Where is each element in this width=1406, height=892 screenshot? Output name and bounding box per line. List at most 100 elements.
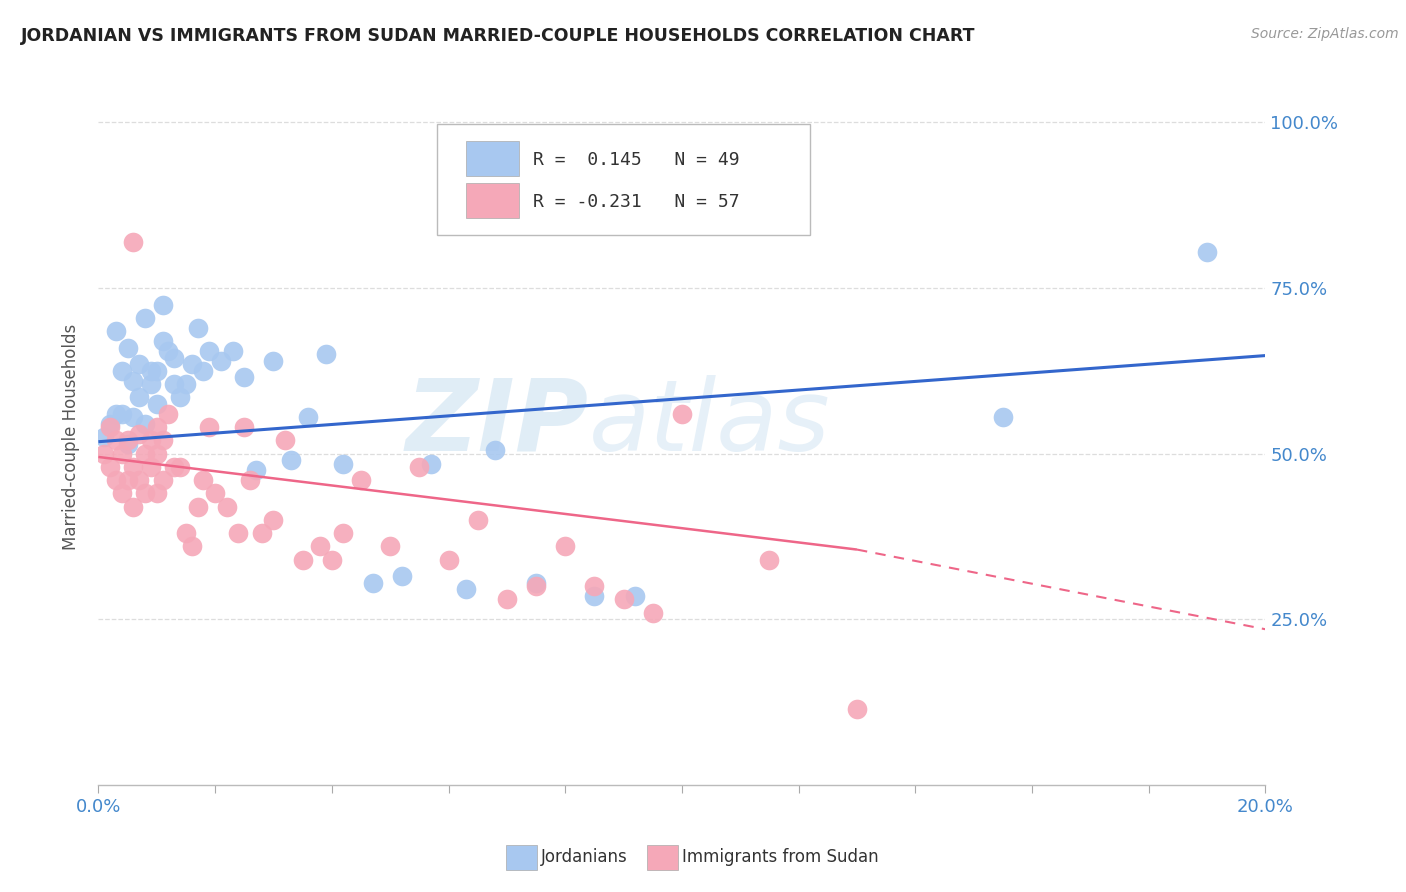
Point bbox=[139, 434, 162, 448]
Point bbox=[291, 552, 314, 566]
Point bbox=[146, 447, 169, 461]
Point bbox=[233, 420, 256, 434]
Point bbox=[163, 377, 186, 392]
Point bbox=[204, 486, 226, 500]
Point bbox=[262, 354, 284, 368]
Point bbox=[152, 434, 174, 448]
Text: Immigrants from Sudan: Immigrants from Sudan bbox=[682, 848, 879, 866]
Point bbox=[1195, 244, 1218, 259]
Point bbox=[846, 702, 869, 716]
Point bbox=[134, 417, 156, 431]
Point bbox=[104, 434, 127, 448]
Point bbox=[309, 540, 332, 554]
Point bbox=[174, 526, 197, 541]
Point bbox=[524, 579, 547, 593]
Point bbox=[98, 417, 121, 431]
Point bbox=[187, 500, 209, 514]
Point bbox=[245, 463, 267, 477]
Point bbox=[122, 235, 145, 249]
Point bbox=[758, 552, 780, 566]
Point bbox=[104, 407, 127, 421]
Point bbox=[117, 473, 139, 487]
Point bbox=[146, 397, 169, 411]
Point bbox=[554, 540, 576, 554]
Point bbox=[209, 354, 232, 368]
Point bbox=[146, 420, 169, 434]
Point bbox=[671, 407, 693, 421]
Point bbox=[122, 374, 145, 388]
Point bbox=[134, 486, 156, 500]
Point bbox=[117, 434, 139, 448]
Point bbox=[524, 575, 547, 590]
Point bbox=[187, 320, 209, 334]
Point bbox=[128, 390, 150, 404]
Point bbox=[484, 443, 506, 458]
Point bbox=[104, 324, 127, 338]
Point bbox=[134, 310, 156, 325]
Point bbox=[93, 447, 115, 461]
Point bbox=[233, 370, 256, 384]
Point bbox=[111, 407, 134, 421]
Point bbox=[146, 364, 169, 378]
Point bbox=[122, 500, 145, 514]
Point bbox=[93, 430, 115, 444]
Point bbox=[215, 500, 238, 514]
Point bbox=[437, 552, 460, 566]
Point bbox=[380, 540, 402, 554]
Point bbox=[198, 343, 221, 358]
Point bbox=[391, 569, 413, 583]
Point bbox=[454, 582, 477, 597]
Point bbox=[139, 377, 162, 392]
Point bbox=[420, 457, 443, 471]
Point bbox=[117, 436, 139, 450]
Text: Jordanians: Jordanians bbox=[541, 848, 628, 866]
Point bbox=[152, 473, 174, 487]
Point bbox=[128, 357, 150, 371]
Text: ZIP: ZIP bbox=[405, 375, 589, 472]
Point bbox=[193, 364, 215, 378]
Point bbox=[163, 459, 186, 474]
Point bbox=[991, 410, 1014, 425]
Point bbox=[180, 540, 202, 554]
Point bbox=[262, 513, 284, 527]
Y-axis label: Married-couple Households: Married-couple Households bbox=[62, 324, 80, 550]
Point bbox=[111, 364, 134, 378]
Point bbox=[408, 459, 430, 474]
Text: JORDANIAN VS IMMIGRANTS FROM SUDAN MARRIED-COUPLE HOUSEHOLDS CORRELATION CHART: JORDANIAN VS IMMIGRANTS FROM SUDAN MARRI… bbox=[21, 27, 976, 45]
Point bbox=[169, 390, 191, 404]
Point bbox=[612, 592, 634, 607]
Point bbox=[496, 592, 519, 607]
Point bbox=[297, 410, 319, 425]
Point bbox=[180, 357, 202, 371]
Point bbox=[122, 459, 145, 474]
Point bbox=[139, 364, 162, 378]
Point bbox=[332, 457, 354, 471]
FancyBboxPatch shape bbox=[437, 124, 810, 235]
Point bbox=[193, 473, 215, 487]
Point bbox=[250, 526, 273, 541]
Point bbox=[239, 473, 262, 487]
Text: R =  0.145   N = 49: R = 0.145 N = 49 bbox=[533, 151, 740, 169]
Point bbox=[128, 473, 150, 487]
Point bbox=[117, 341, 139, 355]
Point bbox=[122, 410, 145, 425]
Point bbox=[280, 453, 302, 467]
Point bbox=[104, 473, 127, 487]
Point bbox=[139, 459, 162, 474]
Point bbox=[128, 426, 150, 441]
Point bbox=[315, 347, 337, 361]
Point bbox=[134, 447, 156, 461]
FancyBboxPatch shape bbox=[465, 183, 519, 218]
Point bbox=[228, 526, 250, 541]
Point bbox=[321, 552, 343, 566]
Point bbox=[583, 579, 606, 593]
Point bbox=[274, 434, 297, 448]
Point bbox=[659, 192, 682, 206]
Point bbox=[174, 377, 197, 392]
Point bbox=[146, 486, 169, 500]
Text: atlas: atlas bbox=[589, 375, 830, 472]
Point bbox=[332, 526, 354, 541]
Point bbox=[467, 513, 489, 527]
Point bbox=[350, 473, 373, 487]
Point bbox=[98, 420, 121, 434]
